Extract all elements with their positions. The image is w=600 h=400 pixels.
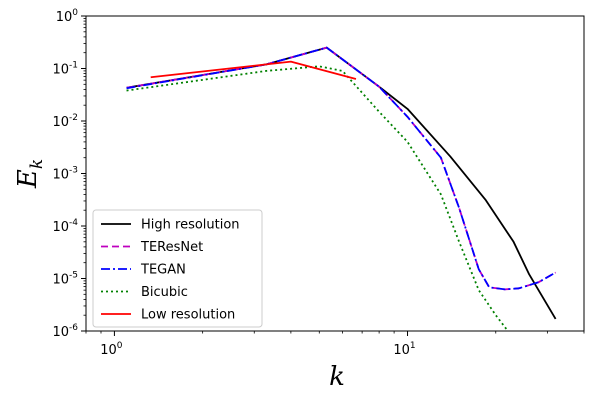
x-tick-label: 101	[393, 341, 415, 358]
legend-label: Bicubic	[141, 285, 188, 300]
series-line-low-resolution	[150, 60, 357, 80]
legend-box	[92, 209, 263, 328]
legend-label: TEResNet	[140, 240, 203, 255]
series-line-tegan	[126, 46, 557, 291]
series-lines	[126, 46, 557, 332]
y-tick-label: 10-2	[52, 113, 78, 130]
y-tick-label: 10-3	[52, 166, 78, 183]
plot-frame	[85, 15, 585, 332]
legend-label: TEGAN	[140, 263, 186, 278]
y-axis-label: Ek	[13, 159, 47, 189]
legend-label: Low resolution	[141, 308, 235, 323]
legend: High resolution TEResNet TEGAN Bicubic Low r…	[92, 209, 263, 328]
y-tick-label: 10-1	[52, 61, 78, 78]
y-tick-label: 100	[56, 8, 79, 25]
series-line-bicubic	[126, 65, 509, 332]
y-tick-label: 10-5	[52, 271, 78, 288]
x-axis-label: k	[329, 362, 345, 392]
y-tick-label: 10-6	[52, 323, 78, 340]
legend-label: High resolution	[141, 218, 240, 233]
y-tick-label: 10-4	[52, 218, 78, 235]
axis-ticks: 100 10-1 10-2 10-3 10-4 10-5 10-6 100 101	[52, 8, 585, 358]
x-tick-label: 100	[100, 341, 123, 358]
